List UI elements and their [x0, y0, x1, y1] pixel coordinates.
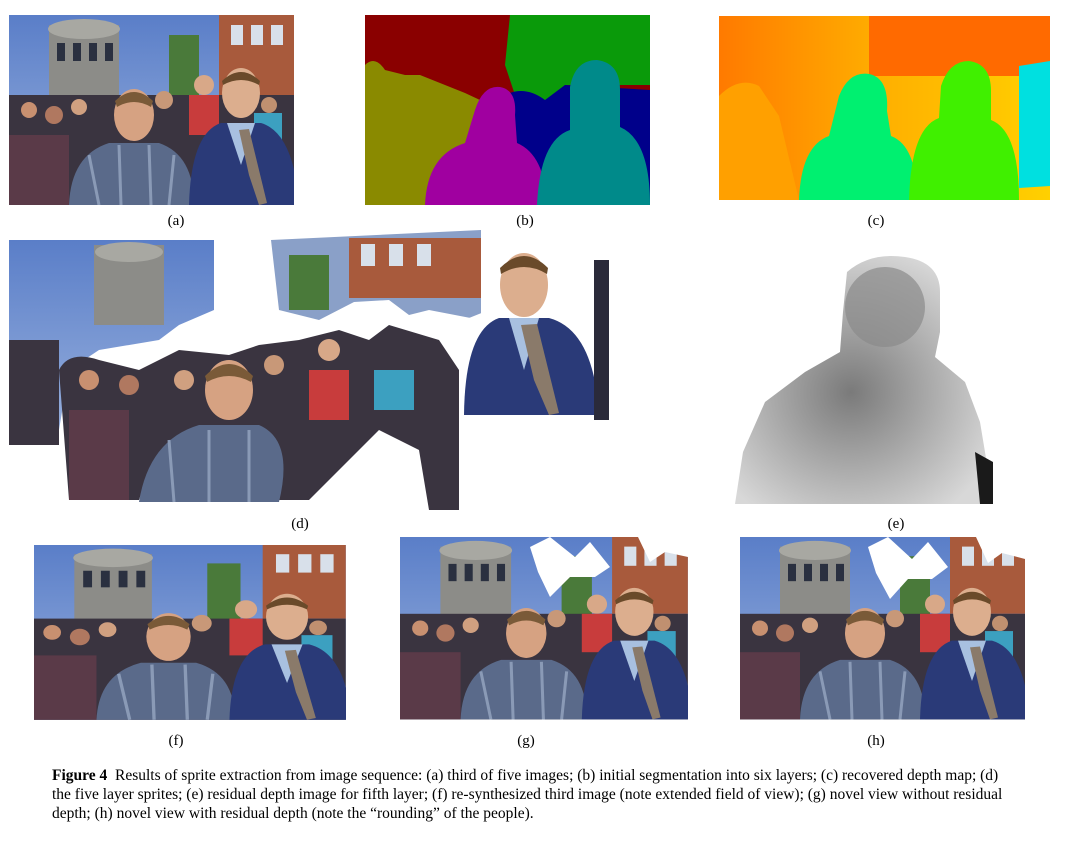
figure-caption: Figure 4 Results of sprite extraction fr…: [52, 766, 1012, 823]
panel-e-label: (e): [887, 516, 905, 532]
panel-e-residual-depth: [735, 252, 993, 504]
figure-caption-text: Results of sprite extraction from image …: [52, 767, 1003, 822]
panel-h-novel-view-residual: [740, 537, 1025, 720]
panel-a-label: (a): [167, 213, 185, 229]
panel-c-depth-map: [719, 16, 1050, 200]
panel-a-image: [9, 15, 294, 205]
panel-g-label: (g): [517, 733, 535, 749]
figure-caption-label: Figure 4: [52, 767, 108, 784]
panel-d-label: (d): [291, 516, 309, 532]
panel-b-segmentation: [365, 15, 650, 205]
panel-b-label: (b): [516, 213, 534, 229]
panel-f-resynthesized: [30, 545, 346, 720]
panel-d-sprites: [9, 230, 609, 510]
panel-f-label: (f): [168, 733, 184, 749]
panel-c-label: (c): [867, 213, 885, 229]
panel-g-novel-view: [400, 537, 688, 720]
panel-h-label: (h): [867, 733, 885, 749]
